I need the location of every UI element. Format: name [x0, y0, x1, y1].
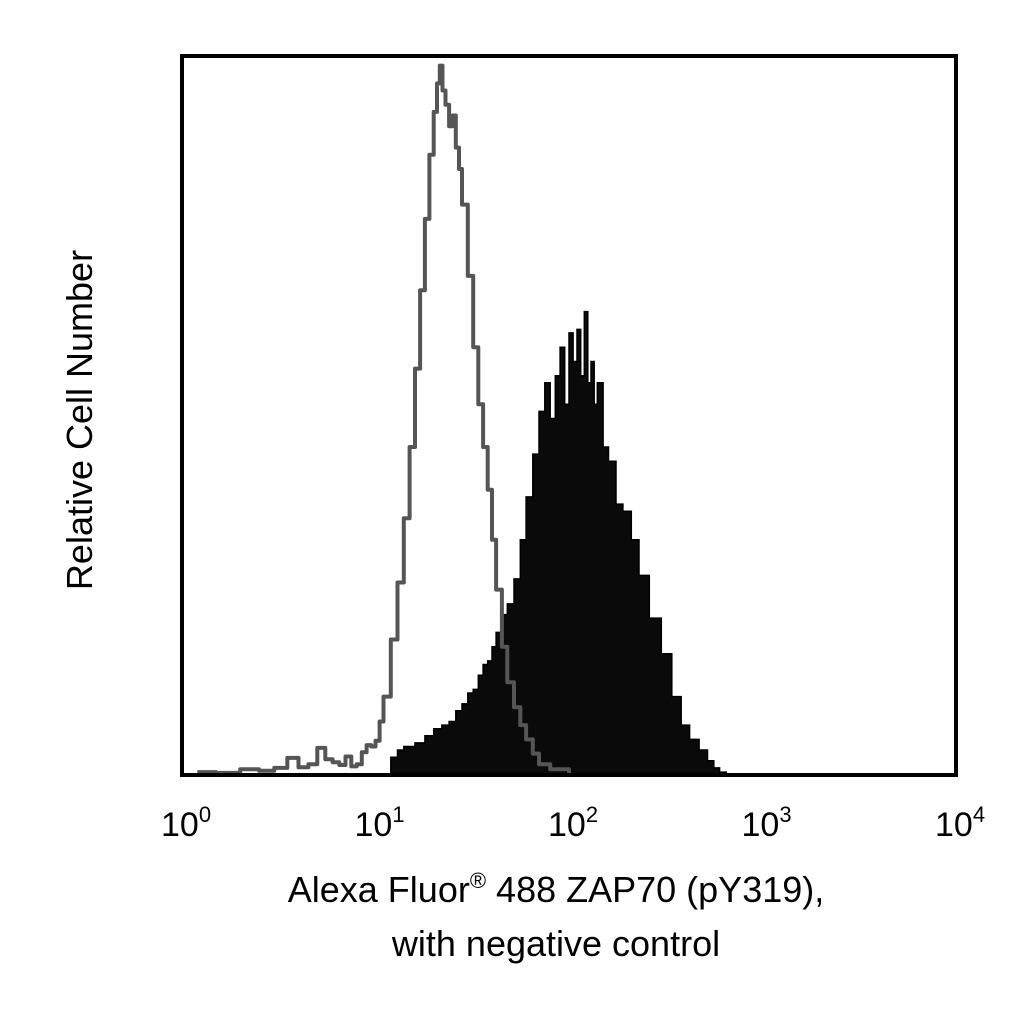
- x-tick-label-3: 103: [742, 802, 792, 844]
- x-tick-label-0: 100: [161, 802, 211, 844]
- x-tick-base: 10: [355, 806, 393, 844]
- x-axis-label-line2: with negative control: [391, 923, 720, 964]
- x-axis-label-prefix: Alexa Fluor: [288, 869, 470, 910]
- x-axis-label-line1: Alexa Fluor® 488 ZAP70 (pY319),: [288, 868, 825, 910]
- x-tick-exponent: 4: [973, 802, 985, 827]
- plot-frame: [180, 54, 958, 777]
- x-tick-label-2: 102: [548, 802, 598, 844]
- negative-control-histogram: [197, 63, 571, 775]
- x-tick-base: 10: [742, 806, 780, 844]
- x-tick-base: 10: [935, 806, 973, 844]
- x-tick-base: 10: [548, 806, 586, 844]
- x-tick-label-1: 101: [355, 802, 405, 844]
- registered-mark: ®: [470, 868, 486, 893]
- y-axis-label: Relative Cell Number: [59, 250, 100, 590]
- stained-sample-histogram: [383, 310, 728, 776]
- x-tick-exponent: 2: [586, 802, 598, 827]
- x-tick-base: 10: [161, 806, 199, 844]
- x-tick-label-4: 104: [935, 802, 985, 844]
- x-tick-exponent: 1: [392, 802, 404, 827]
- x-axis-label-suffix: 488 ZAP70 (pY319),: [486, 869, 824, 910]
- x-tick-exponent: 0: [199, 802, 211, 827]
- x-tick-exponent: 3: [779, 802, 791, 827]
- x-tick-labels: 100 101 102 103 104: [161, 802, 985, 844]
